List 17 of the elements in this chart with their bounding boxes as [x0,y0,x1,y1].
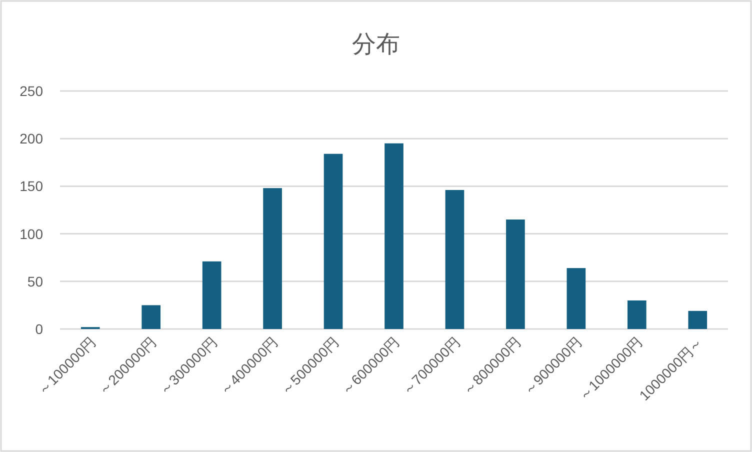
bar [506,220,525,329]
chart-title: 分布 [352,31,400,58]
bar [688,310,708,329]
bar [324,154,343,329]
bar [142,305,161,329]
y-tick-label: 0 [35,321,44,337]
bar [263,188,282,329]
bar [627,300,646,329]
bar [445,190,464,329]
bar [384,143,404,329]
y-tick-label: 200 [20,130,44,147]
bar [566,268,586,329]
y-tick-label: 250 [20,83,44,99]
y-tick-label: 50 [27,273,44,290]
bar [202,261,222,329]
y-tick-label: 150 [20,178,44,194]
y-tick-label: 100 [20,226,44,242]
